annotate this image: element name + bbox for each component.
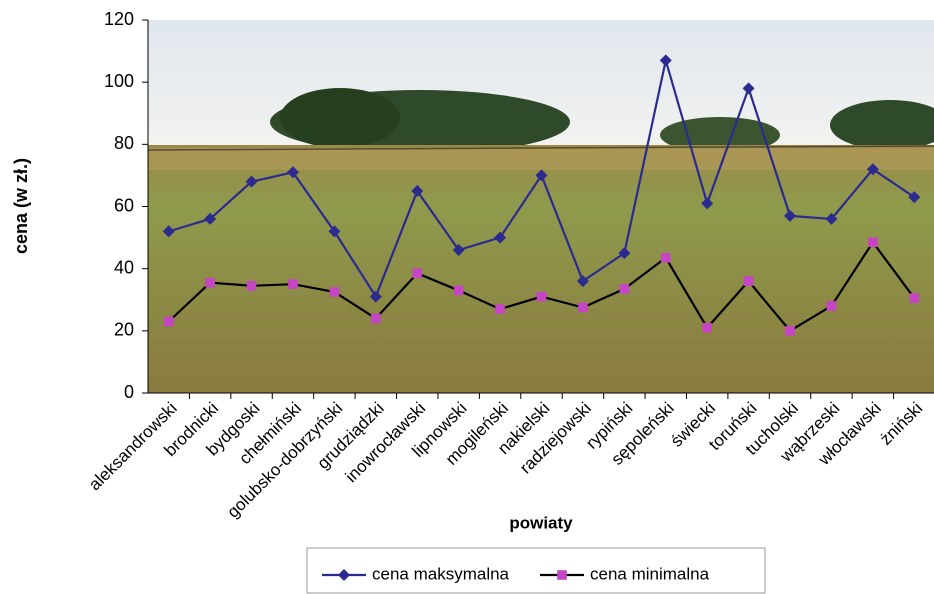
- point: [619, 284, 630, 294]
- x-tick-label: żniński: [876, 399, 926, 449]
- legend: [306, 547, 766, 594]
- point: [659, 54, 672, 67]
- point: [369, 290, 382, 303]
- point: [785, 326, 795, 336]
- y-tick-label: 0: [124, 382, 134, 402]
- point: [536, 291, 547, 302]
- point: [701, 197, 714, 210]
- point: [205, 277, 215, 288]
- y-tick-label: 100: [104, 71, 134, 91]
- point: [742, 82, 755, 95]
- point: [784, 209, 797, 222]
- y-tick-label: 60: [114, 195, 134, 215]
- legend-marker: [557, 570, 567, 580]
- point: [494, 231, 507, 244]
- point: [826, 301, 837, 311]
- y-tick-label: 20: [114, 320, 134, 340]
- point: [411, 184, 424, 197]
- point: [328, 225, 341, 238]
- point: [163, 316, 174, 327]
- point: [371, 313, 381, 324]
- point: [868, 237, 878, 248]
- point: [452, 244, 465, 257]
- y-tick-label: 80: [114, 133, 134, 153]
- legend-marker: [338, 569, 350, 581]
- y-tick-label: 40: [114, 257, 134, 277]
- point: [702, 322, 712, 333]
- point: [246, 280, 257, 291]
- y-tick-label: 120: [104, 9, 134, 29]
- point: [204, 212, 217, 225]
- point: [286, 166, 299, 179]
- point: [743, 276, 754, 286]
- legend-label: cena maksymalna: [372, 564, 510, 583]
- point: [535, 169, 548, 182]
- point: [576, 275, 589, 288]
- point: [825, 212, 838, 225]
- point: [329, 287, 340, 297]
- point: [866, 163, 879, 176]
- point: [660, 252, 671, 263]
- point: [578, 302, 588, 313]
- point: [245, 175, 258, 188]
- point: [495, 304, 505, 314]
- x-axis-title: powiaty: [509, 513, 573, 532]
- y-axis-title: cena (w zł.): [11, 158, 31, 254]
- point: [909, 293, 920, 303]
- point: [412, 268, 423, 279]
- point: [453, 285, 464, 296]
- background-photo: [148, 20, 934, 393]
- point: [618, 247, 631, 260]
- legend-label: cena minimalna: [590, 564, 710, 583]
- point: [288, 279, 298, 290]
- point: [908, 191, 921, 204]
- point: [162, 225, 175, 238]
